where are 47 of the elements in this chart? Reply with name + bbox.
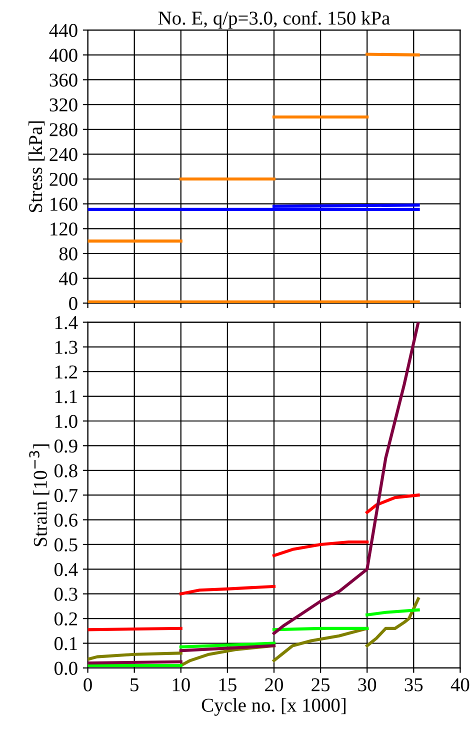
x-axis-title: Cycle no. [x 1000] xyxy=(202,698,346,716)
y-tick-label: 1.3 xyxy=(55,340,78,354)
y-tick-label: 0.1 xyxy=(54,637,77,650)
y-tick-label: 0.7 xyxy=(54,488,78,502)
chart-title: No. E, q/p=3.0, conf. 150 kPa xyxy=(158,10,390,29)
x-tick-label: 30 xyxy=(358,678,376,692)
y-tick-label: 0.5 xyxy=(54,538,78,552)
y-tick-label: 280 xyxy=(50,123,78,136)
y-axis-title: Stress [kPa] xyxy=(28,121,45,212)
y-tick-label: 0.6 xyxy=(54,514,78,527)
y-tick-label: 1.1 xyxy=(55,390,77,404)
y-tick-label: 40 xyxy=(59,272,78,286)
y-tick-label: 400 xyxy=(49,48,78,62)
y-tick-label: 240 xyxy=(50,148,78,162)
line-series xyxy=(366,597,420,648)
y-tick-label: 440 xyxy=(49,24,78,38)
y-tick-label: 160 xyxy=(50,198,78,211)
line-series xyxy=(366,494,420,514)
y-tick-label: 0.2 xyxy=(54,612,77,626)
line-series xyxy=(272,540,369,558)
x-tick-label: 40 xyxy=(450,678,470,692)
y-tick-label: 1.0 xyxy=(55,414,78,428)
y-tick-label: 120 xyxy=(50,222,78,236)
y-tick-label: 0.0 xyxy=(54,662,78,675)
y-tick-label: 1.4 xyxy=(55,316,78,330)
x-tick-label: 20 xyxy=(265,678,283,692)
y-tick-label: 1.2 xyxy=(55,365,77,379)
x-tick-label: 35 xyxy=(404,678,423,692)
x-tick-label: 25 xyxy=(312,678,330,692)
y-axis-title: Strain [10$^{−3}$] xyxy=(29,444,50,546)
y-tick-label: 80 xyxy=(59,247,78,260)
line-series xyxy=(179,584,276,596)
x-tick-label: 5 xyxy=(130,678,138,692)
line-series xyxy=(272,322,420,635)
y-tick-label: 360 xyxy=(50,74,78,87)
y-tick-label: 0.3 xyxy=(54,588,78,601)
y-tick-label: 0.9 xyxy=(54,440,78,453)
y-tick-label: 0 xyxy=(69,296,78,310)
x-tick-label: 10 xyxy=(172,678,190,692)
y-tick-label: 0.4 xyxy=(54,562,78,576)
line-series xyxy=(88,652,182,661)
y-tick-label: 0.8 xyxy=(54,464,78,478)
x-tick-label: 0 xyxy=(84,678,92,692)
y-tick-label: 320 xyxy=(50,98,78,112)
line-series xyxy=(272,626,369,662)
y-tick-label: 200 xyxy=(50,172,78,186)
x-tick-label: 15 xyxy=(219,678,236,692)
